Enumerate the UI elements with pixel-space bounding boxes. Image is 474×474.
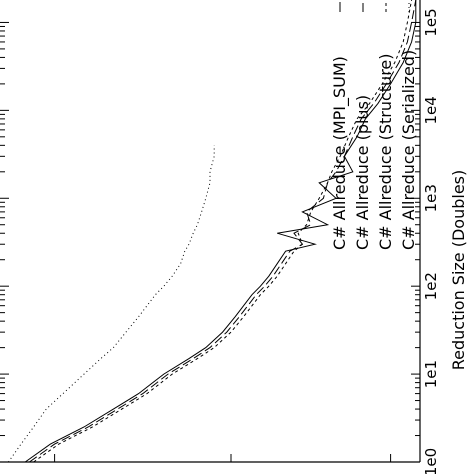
legend-label-4: C# Allreduce (Serialized)	[399, 50, 418, 250]
legend-label-2: C# Allreduce (plus)	[353, 95, 372, 250]
legend-label-3: C# Allreduce (Structure)	[376, 53, 395, 250]
series-layer	[7, 0, 417, 463]
x-tick-label: 1e4	[422, 96, 440, 124]
x-axis-label: Reduction Size (Doubles)	[449, 170, 468, 371]
x-tick-label: 1e2	[422, 272, 440, 300]
series-line-4	[7, 145, 215, 463]
x-tick-label: 1e5	[422, 8, 440, 36]
x-tick-label: 1e3	[422, 184, 440, 212]
x-tick-label: 1e1	[422, 360, 440, 388]
x-tick-label: 1e0	[422, 448, 440, 474]
series-line-3	[33, 0, 413, 463]
legend: C# Allreduce (MPI_SUM) C# Allreduce (plus…	[330, 2, 418, 250]
series-line-2	[29, 0, 417, 463]
series-line-1	[24, 0, 417, 463]
legend-label-1: C# Allreduce (MPI_SUM)	[330, 56, 350, 250]
